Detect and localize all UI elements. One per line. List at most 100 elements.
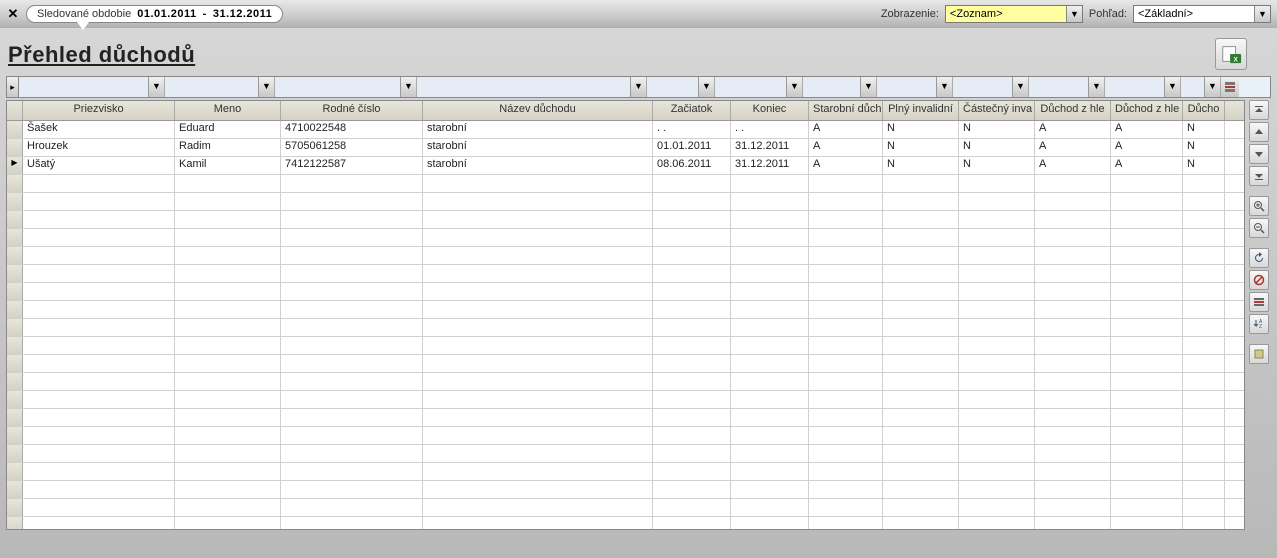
table-row[interactable]: UšatýKamil7412122587starobní08.06.201131… [7, 157, 1244, 175]
table-row-empty [7, 319, 1244, 337]
cell-empty [883, 193, 959, 210]
cell-empty [731, 463, 809, 480]
table-row-empty [7, 391, 1244, 409]
chevron-down-icon[interactable]: ▼ [1204, 77, 1220, 97]
filter-config-button[interactable] [1221, 77, 1239, 97]
chevron-down-icon[interactable]: ▼ [400, 77, 416, 97]
filter-cell[interactable]: ▼ [953, 77, 1029, 97]
filter-cell[interactable]: ▼ [877, 77, 953, 97]
chevron-down-icon[interactable]: ▼ [1254, 6, 1270, 22]
column-header-koniec[interactable]: Koniec [731, 101, 809, 120]
last-button[interactable] [1249, 166, 1269, 186]
cell-empty [653, 481, 731, 498]
excel-icon: X [1220, 43, 1242, 65]
column-header-nazev[interactable]: Název důchodu [423, 101, 653, 120]
filter-cell[interactable]: ▼ [417, 77, 647, 97]
filter-cell[interactable]: ▼ [1029, 77, 1105, 97]
table-row-empty [7, 355, 1244, 373]
chevron-down-icon[interactable]: ▼ [860, 77, 876, 97]
cell-empty [653, 499, 731, 516]
column-header-priezvisko[interactable]: Priezvisko [23, 101, 175, 120]
cell-empty [809, 355, 883, 372]
zobrazenie-combo[interactable]: <Zoznam> ▼ [945, 5, 1083, 23]
row-marker [7, 193, 23, 210]
filter-cell[interactable]: ▼ [1181, 77, 1221, 97]
chevron-down-icon[interactable]: ▼ [786, 77, 802, 97]
sort-button[interactable]: AZ [1249, 314, 1269, 334]
cell-empty [23, 229, 175, 246]
chevron-down-icon[interactable]: ▼ [1012, 77, 1028, 97]
first-button[interactable] [1249, 100, 1269, 120]
close-icon[interactable]: ✕ [6, 7, 20, 21]
chevron-down-icon[interactable]: ▼ [258, 77, 274, 97]
table-row-empty [7, 193, 1244, 211]
table-row[interactable]: ŠašekEduard4710022548starobní. .. .ANNAA… [7, 121, 1244, 139]
chevron-down-icon[interactable]: ▼ [1088, 77, 1104, 97]
cell-empty [653, 445, 731, 462]
table-row-empty [7, 283, 1244, 301]
table-row-empty [7, 517, 1244, 530]
cell-nazev: starobní [423, 139, 653, 156]
cell-empty [1035, 373, 1111, 390]
column-header-starobni[interactable]: Starobní důch [809, 101, 883, 120]
cell-empty [423, 445, 653, 462]
filter-row-handle-icon[interactable]: ▸ [7, 77, 19, 97]
cell-empty [423, 283, 653, 300]
chevron-down-icon[interactable]: ▼ [1164, 77, 1180, 97]
cancel-button[interactable] [1249, 270, 1269, 290]
cell-empty [1183, 193, 1225, 210]
cell-empty [1111, 337, 1183, 354]
table-row[interactable]: HrouzekRadim5705061258starobní01.01.2011… [7, 139, 1244, 157]
column-header-rodne[interactable]: Rodné číslo [281, 101, 423, 120]
cell-empty [731, 265, 809, 282]
cell-empty [653, 283, 731, 300]
export-excel-button[interactable]: X [1215, 38, 1247, 70]
filter-cell[interactable]: ▼ [715, 77, 803, 97]
filter-cell[interactable]: ▼ [275, 77, 417, 97]
chevron-down-icon[interactable]: ▼ [698, 77, 714, 97]
grid-container: PriezviskoMenoRodné čísloNázev důchoduZa… [6, 100, 1271, 530]
chevron-down-icon[interactable]: ▼ [630, 77, 646, 97]
filter-cell[interactable]: ▼ [803, 77, 877, 97]
column-header-castecny[interactable]: Částečný inva [959, 101, 1035, 120]
column-header-meno[interactable]: Meno [175, 101, 281, 120]
cell-empty [1183, 463, 1225, 480]
refresh-button[interactable] [1249, 248, 1269, 268]
filter-cfg-button[interactable] [1249, 292, 1269, 312]
settings-button[interactable] [1249, 344, 1269, 364]
zoom-in-button[interactable] [1249, 196, 1269, 216]
cell-empty [23, 337, 175, 354]
cell-empty [23, 499, 175, 516]
chevron-down-icon[interactable]: ▼ [1066, 6, 1082, 22]
zoom-out-button[interactable] [1249, 218, 1269, 238]
filter-cell[interactable]: ▼ [165, 77, 275, 97]
cell-empty [1183, 355, 1225, 372]
filter-cell[interactable]: ▼ [647, 77, 715, 97]
cell-empty [23, 355, 175, 372]
up-button[interactable] [1249, 122, 1269, 142]
column-header-plny[interactable]: Plný invalidní [883, 101, 959, 120]
cell-empty [883, 229, 959, 246]
column-header-dhled1[interactable]: Důchod z hle [1035, 101, 1111, 120]
cell-empty [423, 517, 653, 530]
table-row-empty [7, 337, 1244, 355]
cell-empty [731, 391, 809, 408]
cell-empty [809, 427, 883, 444]
down-button[interactable] [1249, 144, 1269, 164]
column-header-zaciatok[interactable]: Začiatok [653, 101, 731, 120]
column-header-ducho[interactable]: Důcho [1183, 101, 1225, 120]
pohlad-combo[interactable]: <Základní> ▼ [1133, 5, 1271, 23]
filter-cell[interactable]: ▼ [19, 77, 165, 97]
cell-empty [23, 283, 175, 300]
chevron-down-icon[interactable]: ▼ [936, 77, 952, 97]
cell-empty [23, 517, 175, 530]
cell-empty [883, 247, 959, 264]
chevron-down-icon[interactable]: ▼ [148, 77, 164, 97]
cell-empty [23, 463, 175, 480]
cell-empty [175, 517, 281, 530]
cell-castecny: N [959, 121, 1035, 138]
cell-empty [23, 175, 175, 192]
filter-cell[interactable]: ▼ [1105, 77, 1181, 97]
column-header-dhled2[interactable]: Důchod z hle [1111, 101, 1183, 120]
cell-empty [959, 481, 1035, 498]
